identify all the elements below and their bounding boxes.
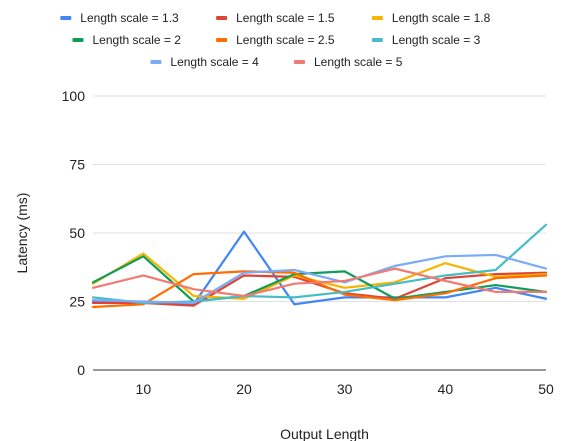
legend: Length scale = 1.3 Length scale = 1.5 Leng… [60,11,491,69]
y-tick-label: 75 [69,157,85,173]
legend-item: Length scale = 4 [150,55,259,69]
series-line-7 [91,253,548,304]
legend-swatch [371,38,383,42]
legend-item: Length scale = 3 [371,33,481,47]
legend-label: Length scale = 5 [314,55,403,69]
series-line-8 [91,267,548,298]
legend-label: Length scale = 2 [93,33,182,47]
x-tick-label: 50 [538,381,554,397]
x-tick-label: 10 [136,381,152,397]
legend-item: Length scale = 2 [72,33,182,47]
legend-swatch [72,38,84,42]
plot-area [91,223,548,309]
legend-label: Length scale = 1.5 [236,11,335,25]
legend-swatch [60,16,72,20]
series-line-4 [91,255,548,303]
legend-label: Length scale = 3 [392,33,481,47]
legend-label: Length scale = 1.3 [80,11,179,25]
x-tick-label: 30 [337,381,353,397]
legend-swatch [294,60,305,64]
legend-label: Length scale = 4 [170,55,259,69]
legend-item: Length scale = 1.8 [371,11,491,25]
legend-item: Length scale = 1.3 [60,11,179,25]
legend-item: Length scale = 5 [294,55,403,69]
x-tick-label: 40 [438,381,454,397]
grid [93,95,546,371]
x-tick-label: 20 [236,381,252,397]
axes: Output Length Latency (ms) 0 25 50 75 100 10 2… [14,88,554,441]
legend-swatch [371,16,383,20]
y-axis-title: Latency (ms) [14,193,30,274]
y-tick-label: 100 [62,88,86,104]
x-axis-title: Output Length [280,426,369,441]
y-tick-label: 50 [69,225,85,241]
legend-swatch [216,16,228,20]
legend-item: Length scale = 1.5 [216,11,335,25]
legend-swatch [216,38,228,42]
series-line-2 [91,271,548,307]
y-tick-label: 0 [77,362,85,378]
legend-item: Length scale = 2.5 [216,33,335,47]
legend-label: Length scale = 1.8 [392,11,491,25]
y-tick-label: 25 [69,294,85,310]
legend-swatch [150,60,162,64]
legend-label: Length scale = 2.5 [236,33,335,47]
